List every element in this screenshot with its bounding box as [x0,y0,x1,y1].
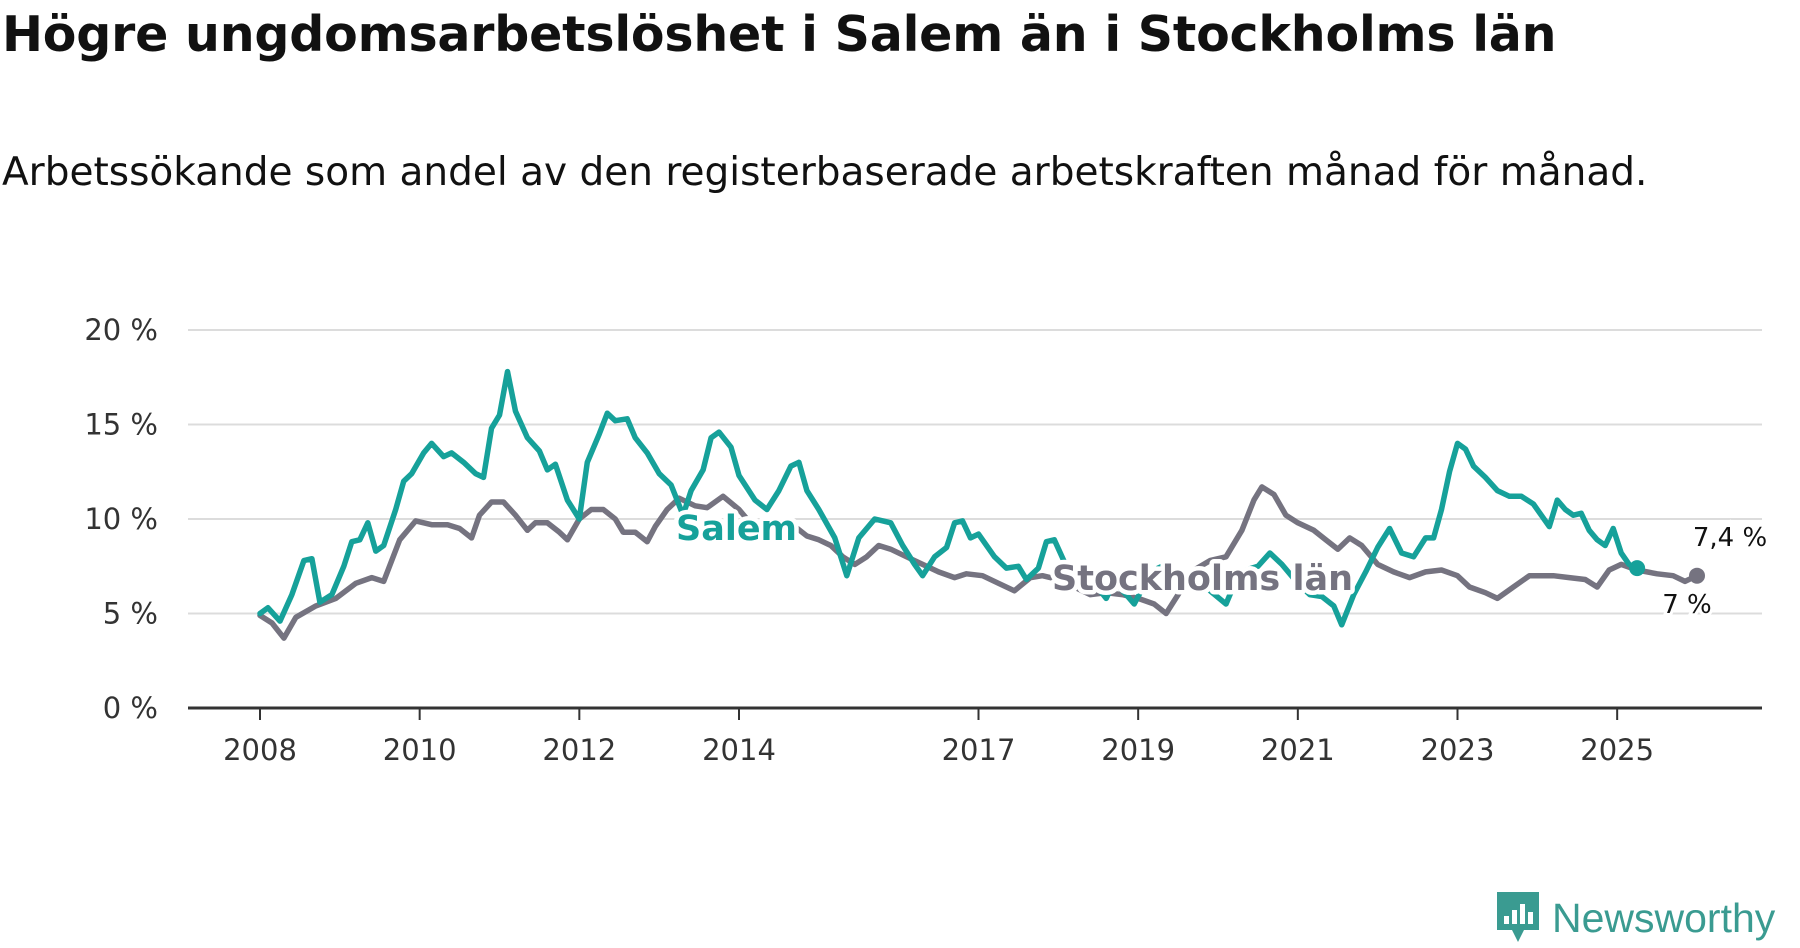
y-tick-label: 20 % [84,313,158,347]
series-label-salem: Salem [676,509,797,549]
brand-name: Newsworthy [1552,894,1776,941]
y-tick-label: 5 % [103,597,158,631]
y-tick-label: 0 % [103,691,158,725]
series-line-salem [257,368,1640,628]
chart-title: Högre ungdomsarbetslöshet i Salem än i S… [2,6,1557,63]
newsworthy-logo[interactable]: Newsworthy [1494,888,1775,948]
x-tick-label: 2025 [1580,733,1654,767]
series-end-point [1689,567,1705,584]
x-tick-label: 2021 [1261,733,1335,767]
x-tick-label: 2010 [383,733,457,767]
chart-subtitle: Arbetssökande som andel av den registerb… [2,150,1648,195]
x-tick-label: 2017 [942,733,1016,767]
series-label-stockholm: Stockholms län [1052,559,1353,599]
series-end-point [1629,560,1646,577]
x-tick-label: 2019 [1101,733,1175,767]
y-tick-label: 15 % [84,408,158,442]
x-tick-label: 2012 [542,733,616,767]
end-label-salem: 7,4 % [1693,523,1767,553]
newsworthy-logo-icon [1497,892,1539,942]
x-tick-label: 2008 [223,733,297,767]
x-tick-label: 2023 [1421,733,1495,767]
series-line-stockholms-län [257,484,1700,641]
y-tick-label: 10 % [84,502,158,536]
end-label-stockholm: 7 % [1662,590,1712,620]
x-tick-label: 2014 [702,733,776,767]
